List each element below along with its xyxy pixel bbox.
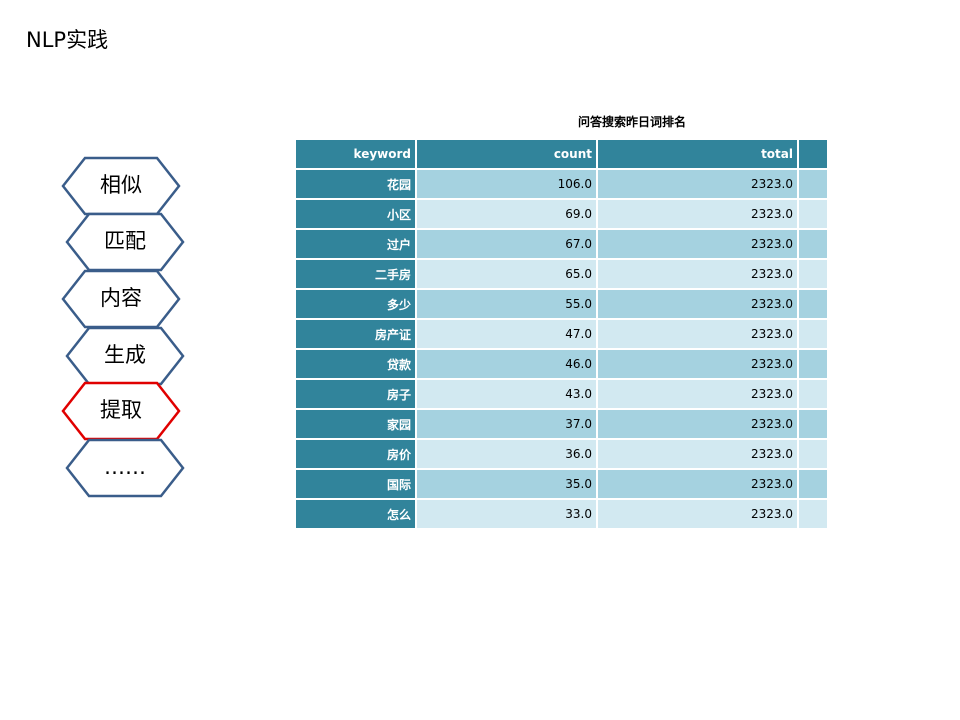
table-row: 怎么 33.0 2323.0 <box>294 498 829 530</box>
count-cell: 55.0 <box>415 288 598 320</box>
table-row: 房子 43.0 2323.0 <box>294 378 829 410</box>
hexagon-item-label: 内容 <box>100 286 142 310</box>
total-cell: 2323.0 <box>596 288 799 320</box>
total-cell: 2323.0 <box>596 498 799 530</box>
empty-cell <box>797 288 829 320</box>
slide-title: NLP实践 <box>26 28 109 52</box>
count-cell: 35.0 <box>415 468 598 500</box>
keyword-cell: 怎么 <box>294 498 417 530</box>
total-cell: 2323.0 <box>596 348 799 380</box>
hexagon-shape-6 <box>65 438 185 498</box>
count-cell: 69.0 <box>415 198 598 230</box>
hexagon-item-label: 匹配 <box>104 229 146 253</box>
count-cell: 67.0 <box>415 228 598 260</box>
keyword-cell: 房价 <box>294 438 417 470</box>
empty-cell <box>797 438 829 470</box>
column-header-count: count <box>415 138 598 170</box>
total-cell: 2323.0 <box>596 318 799 350</box>
total-cell: 2323.0 <box>596 378 799 410</box>
table-row: 国际 35.0 2323.0 <box>294 468 829 500</box>
hexagon-item-label: 生成 <box>104 343 146 367</box>
table-row: 多少 55.0 2323.0 <box>294 288 829 320</box>
table-row: 房价 36.0 2323.0 <box>294 438 829 470</box>
hexagon-shape-3 <box>61 269 181 329</box>
empty-cell <box>797 378 829 410</box>
hexagon-item-label: 相似 <box>100 173 142 197</box>
table-row: 贷款 46.0 2323.0 <box>294 348 829 380</box>
table-title: 问答搜索昨日词排名 <box>577 115 686 129</box>
table-row: 花园 106.0 2323.0 <box>294 168 829 200</box>
keyword-cell: 国际 <box>294 468 417 500</box>
total-cell: 2323.0 <box>596 468 799 500</box>
empty-cell <box>797 468 829 500</box>
count-cell: 65.0 <box>415 258 598 290</box>
count-cell: 36.0 <box>415 438 598 470</box>
total-cell: 2323.0 <box>596 198 799 230</box>
keyword-cell: 二手房 <box>294 258 417 290</box>
empty-cell <box>797 498 829 530</box>
total-cell: 2323.0 <box>596 258 799 290</box>
hexagon-shapes <box>61 156 185 498</box>
empty-cell <box>797 258 829 290</box>
table-row: 家园 37.0 2323.0 <box>294 408 829 440</box>
keyword-cell: 花园 <box>294 168 417 200</box>
column-header-total: total <box>596 138 799 170</box>
hexagon-item-label: 提取 <box>100 398 142 422</box>
table-row: 过户 67.0 2323.0 <box>294 228 829 260</box>
keyword-cell: 小区 <box>294 198 417 230</box>
table-header-row: keyword count total <box>294 138 829 170</box>
empty-cell <box>797 228 829 260</box>
table-row: 二手房 65.0 2323.0 <box>294 258 829 290</box>
empty-cell <box>797 348 829 380</box>
keyword-cell: 过户 <box>294 228 417 260</box>
count-cell: 43.0 <box>415 378 598 410</box>
column-header-empty <box>797 138 829 170</box>
empty-cell <box>797 198 829 230</box>
empty-cell <box>797 168 829 200</box>
total-cell: 2323.0 <box>596 438 799 470</box>
total-cell: 2323.0 <box>596 168 799 200</box>
keyword-cell: 房产证 <box>294 318 417 350</box>
hexagon-item-label: …… <box>104 455 146 479</box>
hexagon-shape-5 <box>61 381 181 441</box>
count-cell: 33.0 <box>415 498 598 530</box>
count-cell: 37.0 <box>415 408 598 440</box>
table-row: 房产证 47.0 2323.0 <box>294 318 829 350</box>
keyword-cell: 家园 <box>294 408 417 440</box>
empty-cell <box>797 408 829 440</box>
keyword-cell: 多少 <box>294 288 417 320</box>
column-header-keyword: keyword <box>294 138 417 170</box>
hexagon-shape-1 <box>61 156 181 216</box>
empty-cell <box>797 318 829 350</box>
count-cell: 106.0 <box>415 168 598 200</box>
keyword-cell: 贷款 <box>294 348 417 380</box>
keyword-ranking-table: keyword count total 花园 106.0 2323.0 小区 69.0 2… <box>294 138 829 530</box>
table-body: 花园 106.0 2323.0 小区 69.0 2323.0 过户 67.0 2323.0 二手房… <box>294 168 829 530</box>
table-row: 小区 69.0 2323.0 <box>294 198 829 230</box>
keyword-cell: 房子 <box>294 378 417 410</box>
total-cell: 2323.0 <box>596 408 799 440</box>
count-cell: 46.0 <box>415 348 598 380</box>
count-cell: 47.0 <box>415 318 598 350</box>
total-cell: 2323.0 <box>596 228 799 260</box>
hexagon-menu: 相似匹配内容生成提取 …… <box>0 0 240 720</box>
